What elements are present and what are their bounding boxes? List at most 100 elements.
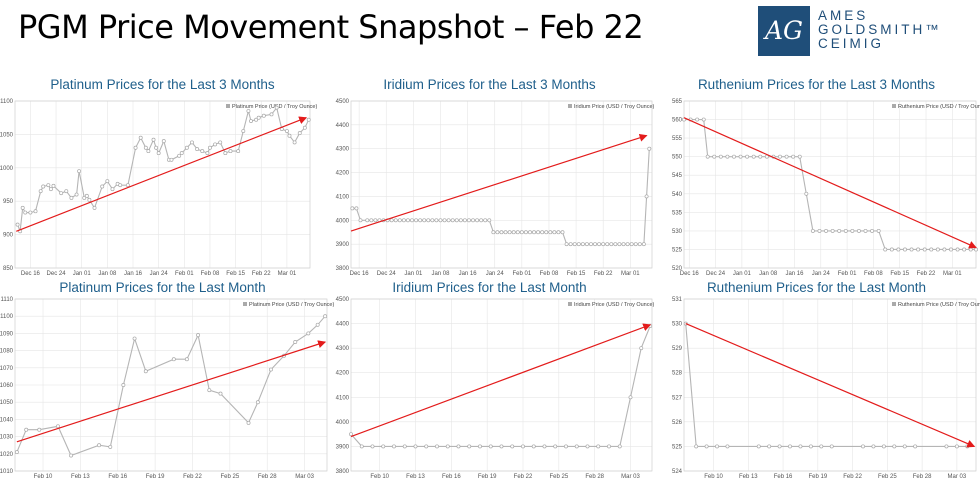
data-point: [523, 230, 528, 235]
data-point: [701, 117, 706, 122]
data-point: [564, 444, 568, 449]
data-point: [974, 247, 978, 252]
y-tick-label: 535: [672, 210, 683, 216]
data-point: [354, 206, 359, 211]
data-point: [475, 218, 480, 223]
x-tick-label: Jan 01: [404, 271, 423, 277]
series-line: [685, 323, 968, 447]
data-point: [540, 230, 545, 235]
data-point: [892, 444, 897, 449]
chart-title: Ruthenium Prices for the Last Month: [706, 280, 927, 295]
data-point: [297, 131, 302, 136]
data-point: [246, 420, 251, 425]
chart-panel-platinum-3m: Platinum Prices for the Last 3 Months 85…: [0, 72, 325, 277]
data-point: [515, 230, 520, 235]
data-point: [955, 247, 960, 252]
data-point: [358, 218, 363, 223]
data-point: [381, 444, 386, 449]
data-point: [718, 154, 723, 159]
data-point: [798, 444, 803, 449]
x-tick-label: Feb 16: [108, 474, 127, 480]
data-point: [601, 242, 606, 247]
data-point: [82, 195, 87, 200]
data-point: [478, 444, 482, 449]
chart-title: Iridium Prices for the Last 3 Months: [383, 77, 596, 92]
data-point: [637, 242, 642, 247]
data-point: [218, 140, 223, 145]
data-point: [146, 149, 151, 154]
x-tick-label: Mar 03: [621, 474, 640, 480]
data-point: [410, 218, 414, 223]
data-point: [200, 149, 205, 154]
slide-title: PGM Price Movement Snapshot – Feb 22: [18, 8, 644, 46]
data-point: [758, 154, 763, 159]
data-point: [705, 154, 710, 159]
data-point: [856, 228, 861, 233]
data-point: [23, 210, 28, 215]
data-point: [48, 187, 53, 192]
data-point: [389, 218, 394, 223]
data-point: [903, 247, 907, 252]
data-point: [24, 427, 29, 432]
x-tick-label: Feb 08: [540, 271, 559, 277]
data-point: [196, 333, 201, 338]
data-point: [850, 228, 855, 233]
data-point: [110, 187, 115, 192]
data-point: [190, 140, 194, 145]
data-point: [246, 109, 251, 113]
series-line: [16, 315, 326, 457]
data-point: [695, 117, 700, 122]
data-point: [883, 247, 888, 252]
y-tick-label: 3800: [336, 266, 350, 272]
data-point: [824, 228, 829, 233]
series-line: [684, 119, 976, 250]
data-point: [156, 151, 161, 156]
x-tick-label: Feb 15: [890, 271, 909, 277]
chart-title: Platinum Prices for the Last 3 Months: [50, 77, 275, 92]
data-point: [92, 205, 97, 210]
data-point: [143, 369, 148, 374]
data-point: [580, 242, 585, 247]
data-point: [544, 230, 549, 235]
data-point: [745, 154, 750, 159]
data-point: [715, 444, 719, 449]
data-point: [118, 183, 123, 188]
y-tick-label: 540: [672, 192, 683, 198]
data-point: [487, 218, 492, 223]
y-tick-label: 1000: [0, 166, 14, 172]
x-tick-label: Feb 22: [843, 474, 862, 480]
x-tick-label: Feb 19: [146, 474, 165, 480]
data-point: [228, 149, 233, 154]
data-point: [644, 194, 649, 199]
y-tick-label: 525: [672, 247, 683, 253]
data-point: [269, 367, 273, 372]
data-point: [694, 444, 699, 449]
y-tick-label: 545: [672, 173, 683, 179]
data-point: [195, 147, 200, 152]
y-tick-label: 1100: [0, 314, 14, 320]
data-point: [369, 218, 374, 223]
data-point: [69, 453, 73, 458]
data-point: [639, 346, 644, 351]
y-tick-label: 1110: [1, 297, 14, 303]
data-point: [236, 149, 241, 154]
data-point: [830, 228, 835, 233]
data-point: [712, 154, 717, 159]
chart-panel-iridium-1m: Iridium Prices for the Last Month 3800 39…: [327, 275, 655, 480]
y-tick-label: 3900: [336, 242, 350, 248]
data-point: [896, 247, 901, 252]
y-tick-label: 524: [672, 469, 683, 475]
y-tick-label: 530: [672, 322, 683, 328]
y-tick-label: 1100: [0, 99, 14, 105]
y-tick-label: 3900: [336, 444, 350, 450]
data-point: [218, 391, 223, 396]
data-point: [33, 209, 38, 214]
x-tick-label: Feb 16: [774, 474, 793, 480]
y-tick-label: 555: [672, 136, 683, 142]
trend-arrow: [350, 133, 648, 232]
data-point: [609, 242, 614, 247]
x-tick-label: Feb 15: [567, 271, 586, 277]
data-point: [293, 340, 298, 344]
trend-arrow: [350, 323, 652, 438]
data-point: [151, 137, 156, 142]
